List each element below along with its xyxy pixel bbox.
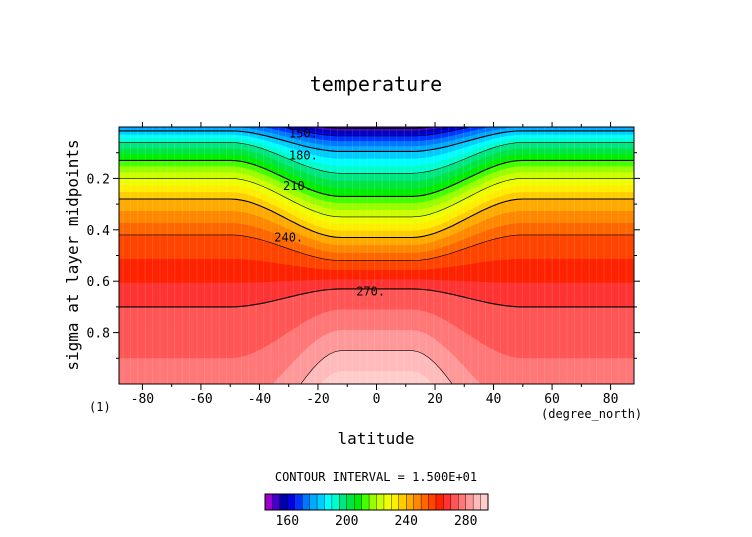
colorbar-swatch (443, 493, 452, 511)
colorbar-tick-label: 280 (454, 514, 477, 529)
contour-line-150 (318, 127, 435, 129)
x-tick-label: -60 (189, 392, 212, 407)
colorbar-swatch (391, 493, 400, 511)
colorbar-swatch (368, 493, 378, 511)
x-tick-label: -80 (131, 392, 154, 407)
x-tick-label: 0 (373, 392, 381, 407)
colorbar-swatch (458, 493, 467, 511)
colorbar-swatch (346, 493, 355, 511)
contour-line-165 (281, 127, 472, 137)
contour-line-210 (119, 159, 634, 197)
colorbar-swatch (272, 493, 281, 511)
colorbar (264, 493, 489, 511)
filled-contours (119, 127, 634, 384)
colorbar-swatch (435, 493, 444, 511)
colorbar-swatch (309, 493, 318, 511)
colorbar-tick-labels: 160 200 240 280 (276, 514, 478, 529)
colorbar-swatch (279, 493, 288, 511)
x-tick-label: 40 (486, 392, 502, 407)
colorbar-tick-label: 160 (276, 514, 299, 529)
colorbar-swatch (420, 493, 430, 511)
chart-title: temperature (310, 72, 442, 96)
contour-lines (119, 127, 634, 384)
colorbar-swatch (376, 493, 385, 511)
contour-line-285 (300, 350, 453, 384)
colorbar-swatch (406, 493, 415, 511)
contour-label: 180. (289, 148, 318, 162)
colorbar-frame (264, 493, 489, 511)
contour-line-240 (119, 198, 634, 239)
x-axis-ticks: -80 -60 -40 -20 0 20 40 60 80 (131, 122, 619, 407)
contour-labels: 150. 180. 210. 240. 270. (274, 126, 385, 298)
x-tick-label: -20 (306, 392, 329, 407)
colorbar-swatch (450, 493, 459, 511)
colorbar-swatch (354, 493, 363, 511)
colorbar-swatch (361, 493, 370, 511)
colorbar-swatch (428, 493, 437, 511)
colorbar-swatch (472, 493, 482, 511)
contour-line-270 (119, 288, 634, 308)
y-tick-label: 0.4 (87, 224, 111, 239)
colorbar-tick-label: 200 (335, 514, 358, 529)
contour-line-225 (119, 178, 634, 218)
y-tick-label: 0.2 (87, 172, 110, 187)
vertical-streak-lines (122, 127, 634, 384)
y-axis-ticks: 0.2 0.4 0.6 0.8 (87, 152, 640, 359)
colorbar-swatch (331, 493, 340, 511)
contour-line-195 (119, 142, 634, 174)
x-tick-label: 80 (603, 392, 619, 407)
y-axis-label: sigma at layer midpoints (63, 139, 82, 370)
contour-interval-text: CONTOUR INTERVAL = 1.500E+01 (275, 470, 477, 484)
colorbar-swatch (480, 493, 489, 511)
contour-line-255 (119, 234, 634, 261)
colorbar-swatch (465, 493, 474, 511)
x-tick-label: 60 (544, 392, 560, 407)
corner-label: (1) (89, 400, 111, 414)
y-tick-label: 0.6 (87, 275, 110, 290)
contour-line-180 (119, 130, 634, 152)
y-tick-label: 0.8 (87, 327, 110, 342)
colorbar-swatch (287, 493, 296, 511)
colorbar-swatch (398, 493, 407, 511)
colorbar-swatch (413, 493, 422, 511)
x-tick-label: -40 (248, 392, 271, 407)
x-axis-label: latitude (337, 429, 414, 448)
colorbar-swatch (264, 493, 273, 511)
contour-label: 210. (283, 179, 312, 193)
colorbar-swatch (383, 493, 392, 511)
x-unit-label: (degree_north) (541, 407, 642, 421)
contour-label: 270. (356, 284, 385, 298)
plot-area (119, 127, 634, 384)
contour-label: 240. (274, 231, 303, 245)
colorbar-swatch (316, 493, 325, 511)
contour-label: 150. (289, 126, 318, 140)
colorbar-swatch (324, 493, 333, 511)
colorbar-swatch (301, 493, 311, 511)
colorbar-swatch (339, 493, 348, 511)
colorbar-tick-label: 240 (394, 514, 417, 529)
x-tick-label: 20 (427, 392, 443, 407)
colorbar-swatch (294, 493, 303, 511)
